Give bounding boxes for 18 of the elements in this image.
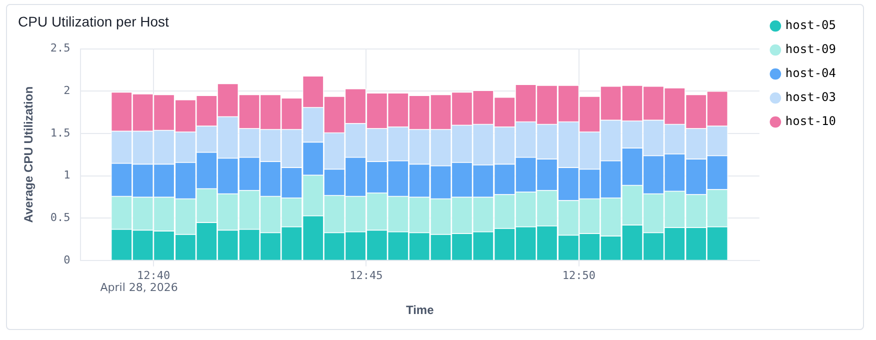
y-tick-label: 0 bbox=[64, 253, 70, 266]
legend-label: host-03 bbox=[785, 90, 836, 104]
legend-label: host-05 bbox=[785, 18, 836, 32]
chart-title: CPU Utilization per Host bbox=[18, 13, 170, 30]
legend-label: host-09 bbox=[785, 42, 836, 56]
y-tick-label: 2 bbox=[64, 84, 70, 97]
y-tick-label: 1 bbox=[64, 168, 70, 182]
y-tick-label: 1.5 bbox=[50, 126, 70, 140]
legend-label: host-04 bbox=[785, 66, 836, 80]
x-tick-label: 12:40 bbox=[136, 268, 170, 282]
x-tick-label: 12:50 bbox=[562, 268, 596, 282]
legend-label: host-10 bbox=[785, 114, 836, 128]
y-tick-label: 2.5 bbox=[50, 42, 70, 55]
x-tick-label: 12:45 bbox=[350, 268, 383, 282]
y-axis-title: Average CPU Utilization bbox=[22, 86, 36, 223]
x-axis-title: Time bbox=[406, 303, 434, 318]
y-tick-label: 0.5 bbox=[50, 210, 70, 224]
text: April 28, 2026 bbox=[100, 280, 178, 294]
